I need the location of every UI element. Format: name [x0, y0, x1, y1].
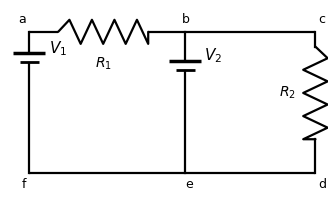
- Text: d: d: [319, 178, 327, 191]
- Text: a: a: [18, 13, 26, 26]
- Text: $R_2$: $R_2$: [279, 85, 296, 101]
- Text: $V_2$: $V_2$: [204, 46, 222, 65]
- Text: $R_1$: $R_1$: [95, 55, 112, 72]
- Text: e: e: [185, 178, 193, 191]
- Text: f: f: [21, 178, 26, 191]
- Text: b: b: [182, 13, 190, 26]
- Text: c: c: [319, 13, 326, 26]
- Text: $V_1$: $V_1$: [49, 39, 67, 58]
